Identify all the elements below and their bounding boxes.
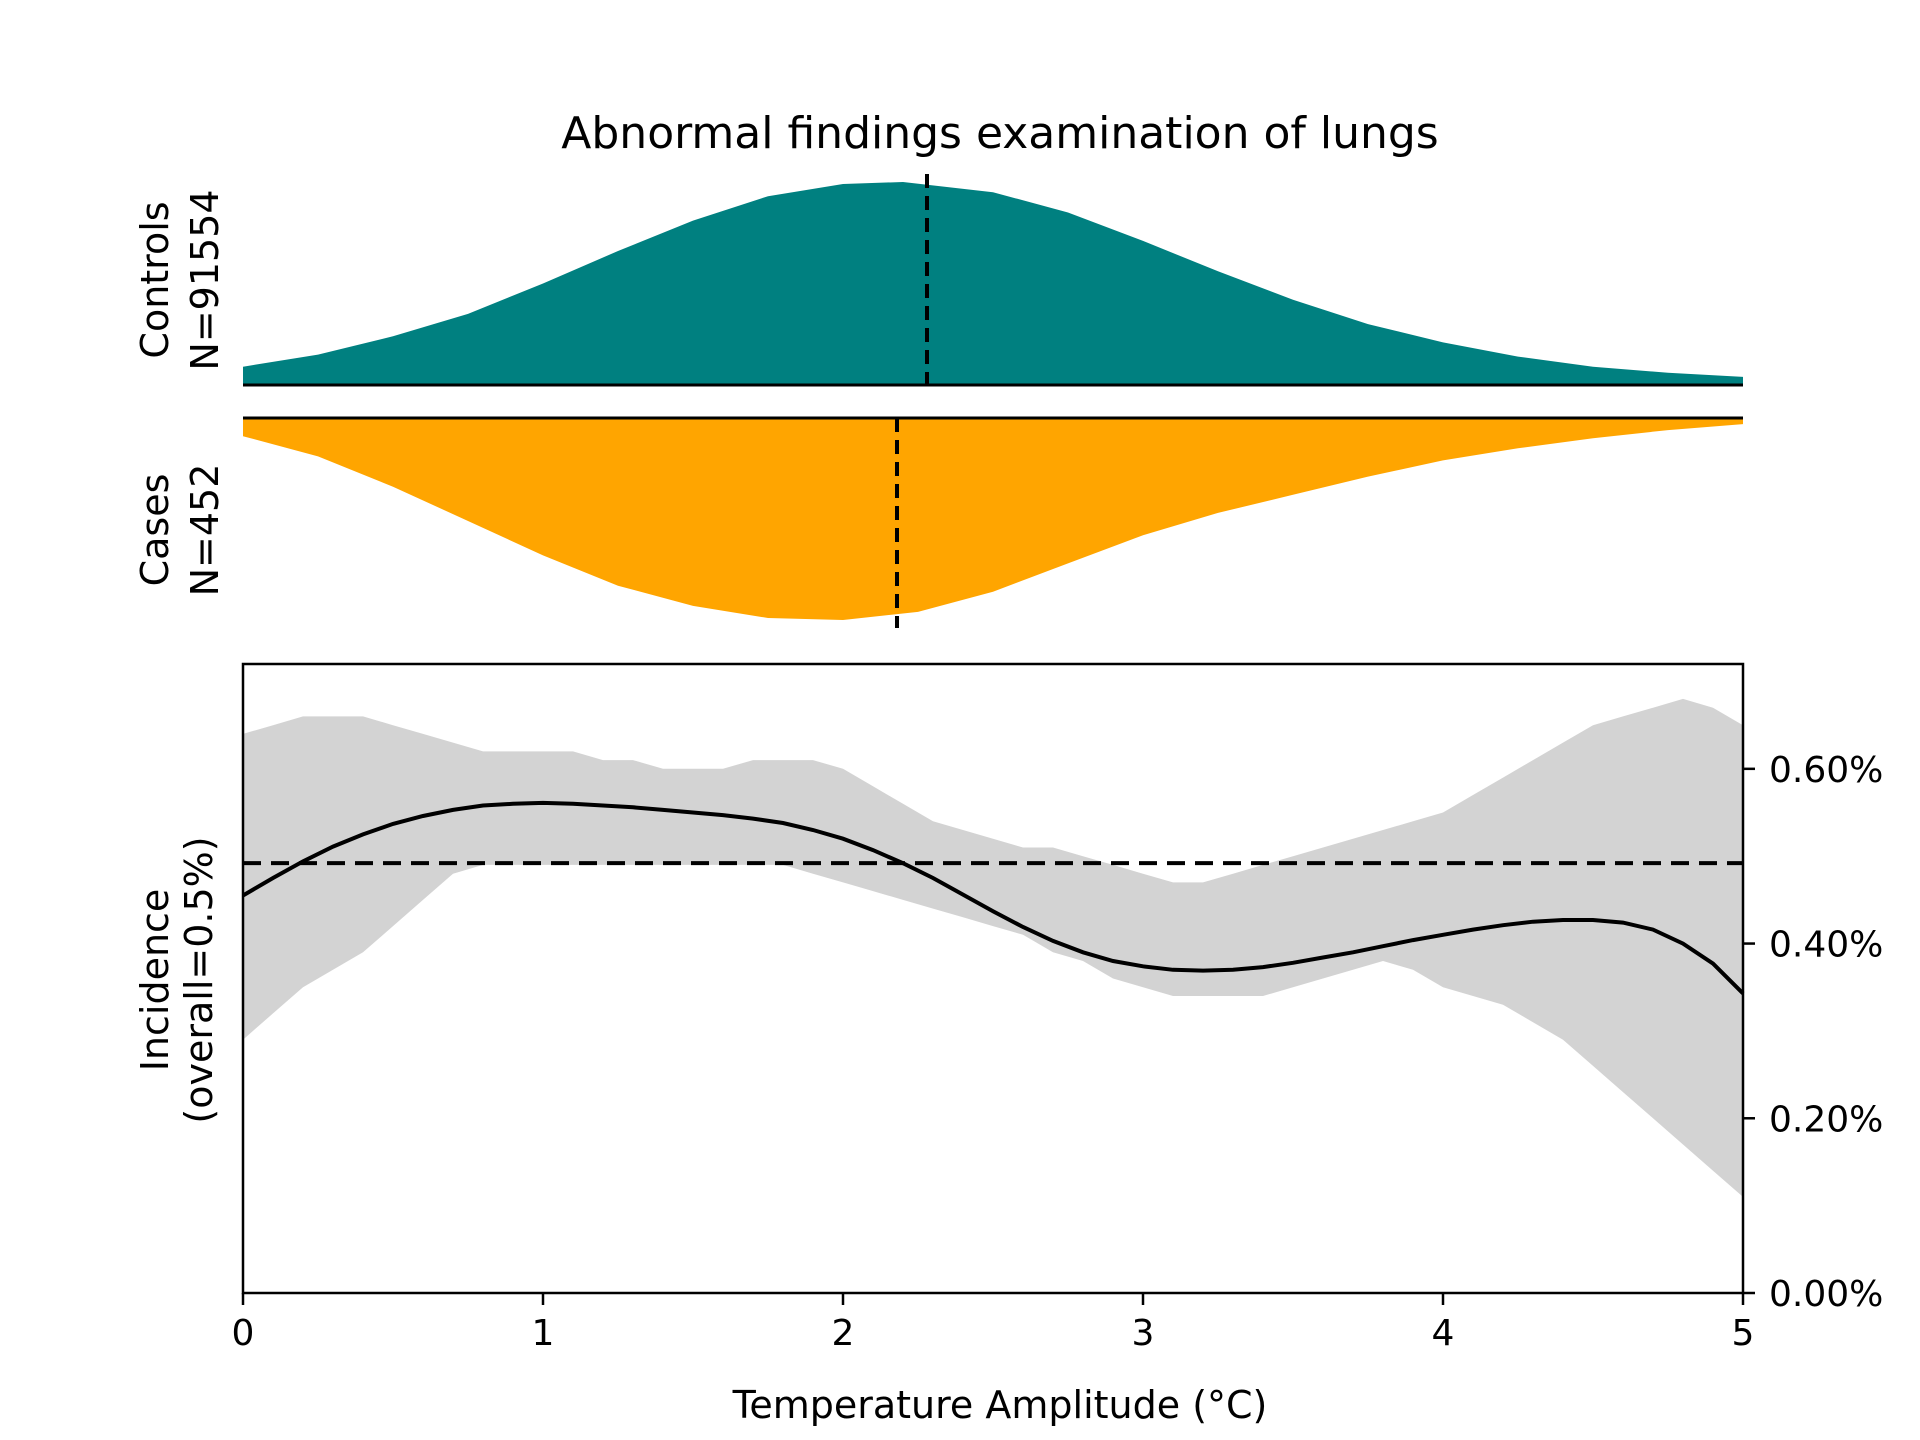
y-axis-ticks: 0.00% 0.20% 0.40% 0.60% [1743, 750, 1883, 1315]
cases-label-count: N=452 [183, 464, 227, 597]
cases-panel: Cases N=452 [133, 416, 1743, 628]
controls-label-line1: Controls [133, 201, 177, 358]
chart-title: Abnormal findings examination of lungs [561, 108, 1438, 159]
x-tick-label: 4 [1432, 1313, 1455, 1354]
x-tick-label: 1 [532, 1313, 555, 1354]
plot-frame [241, 662, 1745, 1295]
x-tick-label: 2 [832, 1313, 855, 1354]
y-tick-label: 0.40% [1769, 925, 1883, 966]
incidence-ylabel-line2: (overall=0.5%) [177, 836, 221, 1123]
controls-density-area [243, 182, 1743, 385]
cases-label: Cases [133, 474, 177, 587]
x-tick-label: 0 [232, 1313, 255, 1354]
cases-density-area [243, 418, 1743, 620]
y-tick-label: 0.20% [1769, 1099, 1883, 1140]
incidence-panel: 0 1 2 3 4 5 0.00% 0.20% 0.40% 0.60% Incidence (o… [133, 662, 1883, 1427]
controls-panel: Controls N=91554 [133, 174, 1743, 387]
y-tick-label: 0.60% [1769, 750, 1883, 791]
incidence-ylabel: Incidence [133, 889, 177, 1072]
cases-label-line2: N=452 [183, 464, 227, 597]
confidence-band [243, 698, 1743, 1197]
x-axis-label: Temperature Amplitude (°C) [732, 1383, 1268, 1427]
controls-label: Controls [133, 201, 177, 358]
incidence-estimate-line [241, 800, 1745, 995]
controls-label-count: N=91554 [183, 189, 227, 370]
x-tick-label: 3 [1132, 1313, 1155, 1354]
cases-label-line1: Cases [133, 474, 177, 587]
y-tick-label: 0.00% [1769, 1274, 1883, 1315]
x-axis-ticks: 0 1 2 3 4 5 [232, 1293, 1755, 1354]
incidence-ylabel-line1: Incidence [133, 889, 177, 1072]
controls-label-line2: N=91554 [183, 189, 227, 370]
incidence-ylabel-line2-text: (overall=0.5%) [177, 836, 221, 1123]
x-tick-label: 5 [1732, 1313, 1755, 1354]
